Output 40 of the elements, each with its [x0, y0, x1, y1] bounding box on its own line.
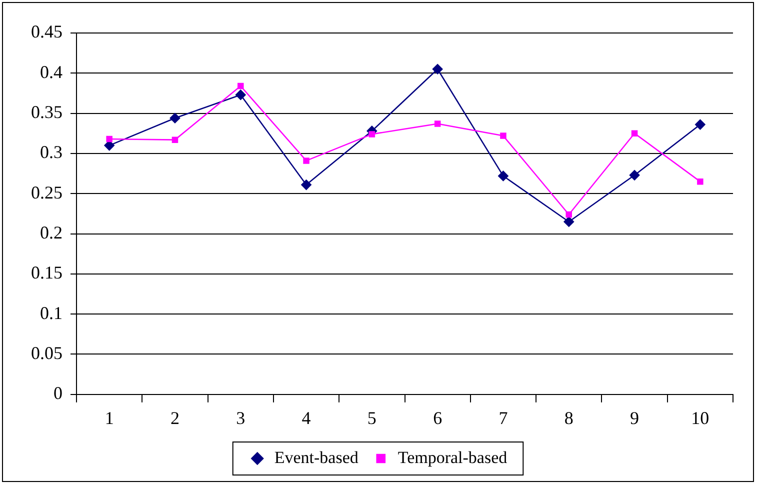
point [106, 136, 112, 142]
y-tick-label: 0.4 [40, 62, 62, 82]
legend-label: Temporal-based [398, 448, 508, 467]
point [697, 178, 704, 185]
y-tick-label: 0.1 [40, 302, 62, 323]
point [564, 216, 574, 227]
x-tick-label: 5 [367, 408, 376, 428]
y-tick-label: 0.25 [31, 182, 62, 202]
y-tick-label: 0 [54, 383, 62, 404]
point [432, 64, 443, 74]
point [500, 132, 506, 139]
point [629, 170, 640, 180]
x-tick-label: 1 [104, 408, 114, 428]
point [368, 131, 376, 138]
point [434, 120, 441, 127]
x-tick-label: 6 [433, 408, 442, 428]
x-tick-label: 4 [302, 408, 311, 428]
y-tick-label: 0.3 [40, 142, 62, 162]
point [172, 136, 178, 143]
point [238, 82, 244, 90]
point [695, 119, 706, 130]
y-tick-label: 0.35 [31, 102, 62, 122]
legend-label: Event-based [274, 448, 359, 467]
point [301, 180, 312, 190]
x-tick-label: 8 [564, 408, 574, 428]
x-tick-label: 10 [691, 408, 710, 428]
point [235, 90, 246, 100]
y-tick-label: 0.15 [31, 262, 62, 283]
point [566, 211, 572, 218]
x-tick-label: 3 [236, 408, 246, 428]
x-tick-label: 2 [170, 408, 180, 428]
y-tick-label: 0.45 [31, 22, 62, 42]
point [631, 130, 638, 137]
point [498, 170, 508, 182]
point [303, 158, 310, 164]
y-tick-label: 0.05 [31, 342, 62, 363]
point [170, 112, 180, 124]
y-tick-label: 0.2 [40, 222, 62, 243]
x-tick-label: 9 [630, 408, 640, 428]
x-tick-label: 7 [498, 408, 508, 428]
